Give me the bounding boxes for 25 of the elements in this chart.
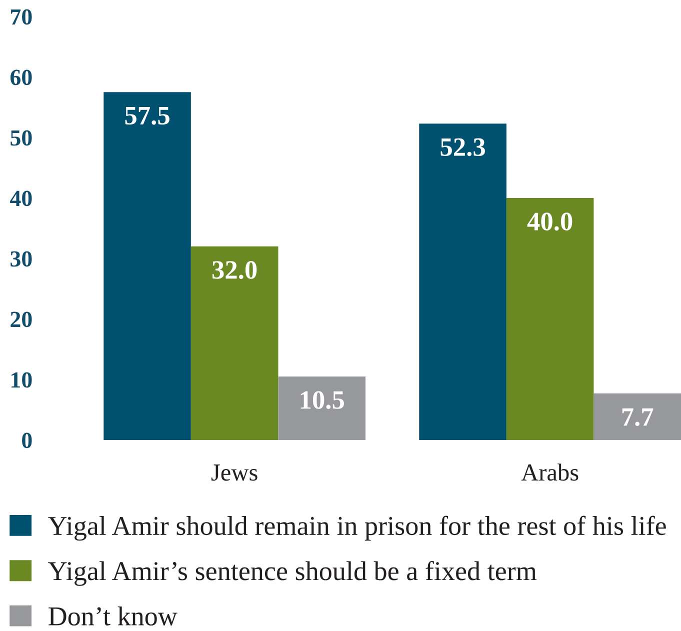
legend-label: Yigal Amir’s sentence should be a fixed term [48,560,537,586]
data-label: 32.0 [212,261,257,279]
y-tick-label: 0 [22,432,32,448]
data-label: 57.5 [125,107,170,125]
y-tick-label: 40 [10,190,32,206]
legend-label: Don’t know [48,606,178,626]
bar [419,124,506,440]
data-label: 52.3 [440,138,485,156]
y-tick-label: 20 [10,312,32,328]
x-tick-label: Arabs [521,464,578,481]
bar [190,246,278,440]
bar [278,376,366,440]
data-label: 7.7 [622,408,654,426]
legend-label: Yigal Amir should remain in prison for the rest of his life [48,516,666,541]
y-tick-label: 10 [12,372,32,388]
data-label: 40.0 [527,212,572,231]
x-tick-label: Jews [211,464,258,481]
bar [594,393,681,440]
bar [104,92,191,440]
bar [506,198,594,440]
y-tick-label: 50 [10,130,32,146]
y-tick-label: 30 [10,251,32,267]
y-tick-label: 60 [10,70,32,86]
y-tick-label: 70 [11,9,32,25]
data-label: 10.5 [300,391,344,410]
